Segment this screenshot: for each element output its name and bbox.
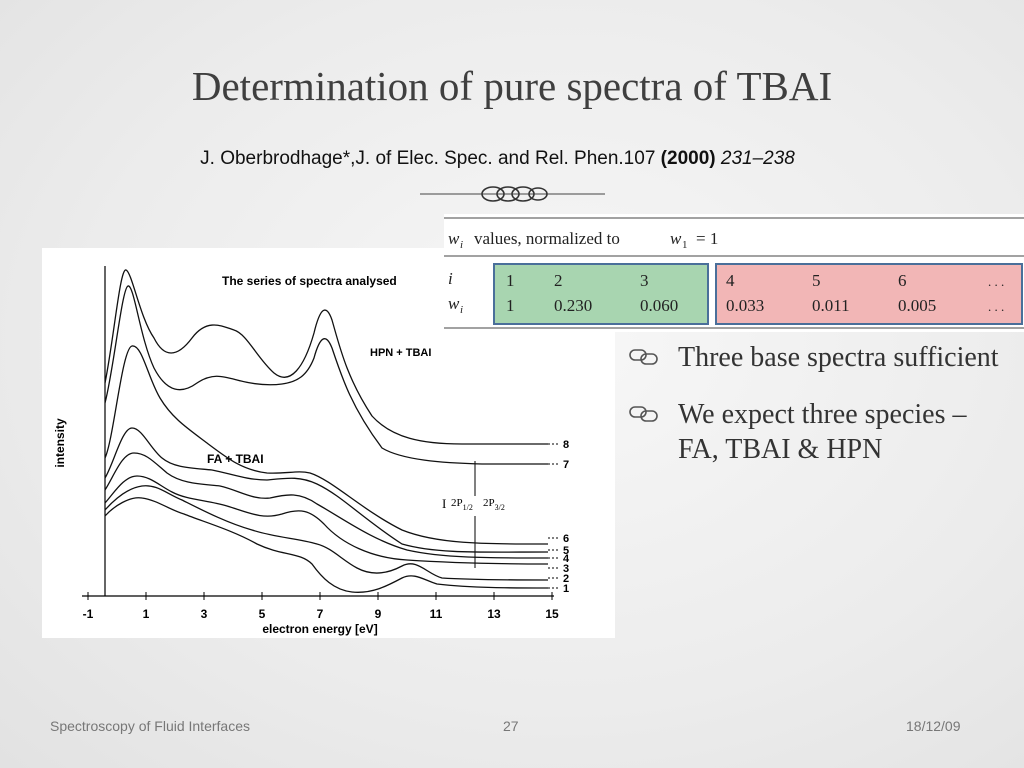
citation: J. Oberbrodhage*,J. of Elec. Spec. and R…: [0, 148, 995, 170]
curve-label: 4: [563, 553, 570, 565]
spectrum-curve-5: [104, 427, 549, 553]
green-block: [493, 263, 709, 325]
spectrum-curve-1: [104, 497, 549, 593]
header-w1-sub: 1: [682, 239, 688, 251]
slide-title: Determination of pure spectra of TBAI: [191, 63, 833, 109]
curve-label: 1: [563, 583, 569, 595]
green-i-cell: 3: [640, 271, 649, 290]
x-tick-label: -1: [83, 607, 94, 621]
red-i-cell: . . .: [988, 274, 1004, 289]
x-tick-label: 13: [487, 607, 501, 621]
chain-link-icon: [629, 349, 658, 365]
red-w-cell: 0.011: [812, 296, 850, 315]
bullet-text: We expect three species – FA, TBAI & HPN: [678, 399, 967, 465]
x-tick-label: 5: [259, 607, 266, 621]
x-tick-label: 15: [545, 607, 559, 621]
curve-label: 8: [563, 439, 569, 451]
header-w-sub: i: [460, 239, 463, 251]
curve-label: 5: [563, 545, 569, 557]
red-w-cell: 0.033: [726, 296, 764, 315]
curve-label: 6: [563, 533, 569, 545]
spectrum-curve-3: [104, 475, 549, 565]
row-i-label: i: [448, 269, 453, 288]
spectrum-curve-8: [104, 269, 548, 445]
table-header: values, normalized to: [474, 229, 620, 248]
spectrum-curve-2: [104, 485, 549, 581]
bullet-item: Three base spectra sufficient: [628, 340, 1008, 375]
x-tick-label: 7: [317, 607, 324, 621]
label-fa-tbai: FA + TBAI: [207, 452, 264, 466]
red-i-cell: 6: [898, 271, 907, 290]
curve-label: 2: [563, 573, 569, 585]
peak-annotation: I 2P1/2 2P3/2: [442, 496, 505, 512]
citation-year: (2000): [660, 148, 716, 169]
green-i-cell: 2: [554, 271, 563, 290]
bullet-list: Three base spectra sufficient We expect …: [628, 340, 1008, 489]
curve-label: 3: [563, 563, 569, 575]
ornament-divider: [420, 186, 605, 202]
bullet-text: Three base spectra sufficient: [678, 342, 999, 373]
plot-title: The series of spectra analysed: [222, 274, 397, 288]
spectrum-curve-7: [104, 285, 548, 465]
weights-table-graphic: w i values, normalized to w 1 = 1 i w i …: [444, 217, 1024, 329]
footer-left: Spectroscopy of Fluid Interfaces: [50, 718, 250, 734]
footer-date: 18/12/09: [906, 718, 961, 734]
spectra-plot: -1 1 3 5 7 9 11 13 15 electron energy [e…: [53, 266, 570, 636]
citation-pages: 231–238: [720, 148, 795, 169]
x-tick-label: 3: [201, 607, 208, 621]
chain-link-icon: [629, 406, 658, 422]
red-block: [715, 263, 1023, 325]
curve-label: 7: [563, 459, 569, 471]
red-w-cell: . . .: [988, 299, 1004, 314]
red-i-cell: 4: [726, 271, 735, 290]
spectrum-curve-6: [104, 345, 549, 545]
green-w-cell: 0.230: [554, 296, 592, 315]
x-axis-label: electron energy [eV]: [262, 622, 377, 636]
citation-authors: J. Oberbrodhage*,J. of Elec. Spec. and R…: [200, 148, 656, 169]
x-tick-label: 9: [375, 607, 382, 621]
weights-table: w i values, normalized to w 1 = 1 i w i …: [444, 214, 1024, 332]
header-eq: = 1: [696, 229, 718, 248]
spectrum-curve-4: [104, 452, 549, 559]
x-tick-label: 11: [430, 607, 443, 621]
green-i-cell: 1: [506, 271, 515, 290]
label-hpn-tbai: HPN + TBAI: [370, 347, 431, 359]
annot-p32: 2P3/2: [483, 497, 505, 512]
header-w1: w: [670, 229, 682, 248]
header-w: w: [448, 229, 460, 248]
green-w-cell: 0.060: [640, 296, 678, 315]
bullet-item: We expect three species – FA, TBAI & HPN: [628, 397, 1008, 467]
green-w-cell: 1: [506, 296, 515, 315]
x-tick-label: 1: [143, 607, 150, 621]
y-axis-label: intensity: [53, 418, 67, 468]
row-w-sub: i: [460, 304, 463, 316]
red-i-cell: 5: [812, 271, 821, 290]
footer-page-number: 27: [503, 718, 519, 734]
red-w-cell: 0.005: [898, 296, 936, 315]
row-w-label: w: [448, 294, 460, 313]
annot-p12: 2P1/2: [451, 497, 473, 512]
annot-i: I: [442, 496, 446, 511]
